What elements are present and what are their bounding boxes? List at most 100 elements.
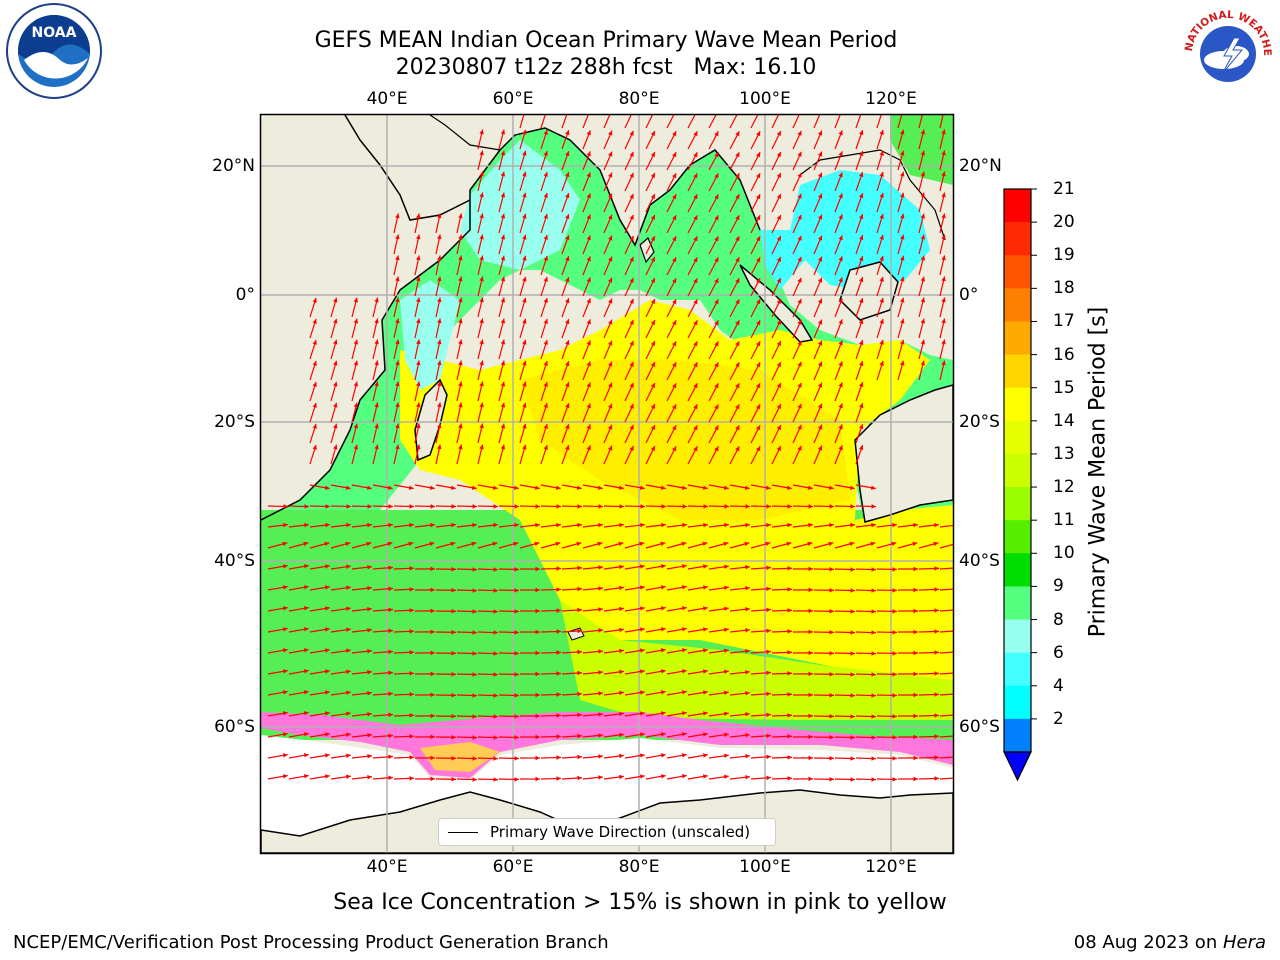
colorbar-segment — [1004, 718, 1031, 753]
wave-arrow — [351, 297, 359, 318]
colorbar-frame — [1003, 188, 1032, 753]
wave-arrow — [477, 297, 484, 318]
wave-arrow — [645, 522, 666, 528]
wave-arrow — [603, 256, 613, 276]
wave-arrow — [561, 522, 582, 528]
wave-arrow — [708, 690, 729, 696]
wave-arrow — [645, 256, 656, 276]
wave-arrow — [834, 256, 843, 276]
wave-arrow — [582, 733, 603, 738]
wave-arrow — [792, 115, 800, 129]
wave-arrow — [813, 609, 835, 614]
wave-arrow — [603, 115, 611, 129]
wave-arrow — [855, 672, 877, 677]
wave-arrow — [645, 193, 656, 213]
nws-logo: NATIONAL WEATHER SERVICE — [1178, 2, 1274, 97]
wave-arrow — [267, 504, 289, 509]
wave-arrow — [330, 423, 338, 444]
wave-arrow — [498, 693, 520, 698]
wave-arrow — [792, 650, 814, 656]
wave-arrow — [561, 423, 570, 444]
wave-arrow — [792, 298, 802, 318]
wave-arrow — [519, 587, 541, 593]
wave-arrow — [792, 608, 814, 614]
wave-arrow — [729, 383, 740, 402]
wave-arrow — [918, 192, 926, 213]
colorbar-title: Primary Wave Mean Period [s] — [1085, 306, 1111, 638]
wave-arrow — [435, 756, 457, 761]
wave-arrow — [834, 504, 856, 509]
wave-arrow — [435, 522, 456, 528]
left-lat-label: 60°S — [214, 717, 255, 737]
wave-arrow — [729, 691, 750, 696]
wave-arrow — [624, 298, 634, 318]
wave-arrow — [582, 403, 591, 423]
wave-arrow — [792, 382, 802, 402]
wave-arrow — [687, 173, 698, 192]
wave-arrow — [351, 586, 372, 591]
wave-arrow — [939, 651, 953, 654]
wave-arrow — [918, 297, 926, 318]
wave-arrow — [918, 339, 926, 360]
wave-arrow — [456, 714, 478, 719]
wave-arrow — [435, 609, 457, 614]
wave-arrow — [708, 194, 719, 213]
colorbar-segment — [1004, 685, 1031, 720]
wave-arrow — [729, 484, 750, 490]
wave-arrow — [813, 115, 821, 129]
wave-arrow — [561, 444, 570, 465]
legend-label: Primary Wave Direction (unscaled) — [490, 823, 751, 841]
left-lat-label: 20°S — [214, 412, 255, 432]
wave-arrow — [435, 777, 457, 782]
wave-arrow — [729, 446, 740, 465]
wave-arrow — [498, 213, 506, 234]
wave-arrow — [519, 423, 527, 444]
wave-arrow — [939, 735, 953, 738]
colorbar-segment — [1004, 520, 1031, 554]
wave-arrow — [792, 277, 802, 297]
wave-arrow — [771, 361, 782, 381]
wave-arrow — [456, 234, 463, 255]
wave-arrow — [603, 732, 624, 738]
wave-arrow — [666, 403, 677, 423]
wave-arrow — [288, 774, 309, 780]
wave-arrow — [939, 255, 946, 276]
wave-arrow — [645, 214, 656, 234]
wave-arrow — [456, 693, 478, 698]
wave-arrow — [813, 567, 835, 572]
wave-arrow — [456, 630, 478, 635]
wave-arrow — [288, 732, 309, 738]
wave-arrow — [729, 131, 740, 150]
colorbar-segment — [1004, 189, 1031, 223]
wave-arrow — [414, 444, 421, 465]
wave-arrow — [939, 714, 953, 717]
wave-arrow — [561, 339, 570, 360]
wave-arrow — [393, 213, 400, 234]
wave-arrow — [771, 151, 782, 171]
wave-direction-arrows — [267, 115, 953, 782]
wave-arrow — [708, 669, 729, 675]
wave-arrow — [414, 541, 435, 549]
wave-arrow — [813, 777, 835, 782]
wave-arrow — [729, 522, 750, 528]
wave-arrow — [435, 297, 442, 318]
wave-arrow — [876, 318, 884, 339]
wave-arrow — [876, 714, 898, 719]
wave-arrow — [687, 236, 698, 255]
wave-arrow — [855, 541, 876, 549]
wave-arrow — [393, 423, 400, 444]
wave-arrow — [855, 630, 877, 635]
wave-arrow — [771, 566, 793, 571]
colorbar-tick-label: 20 — [1053, 212, 1075, 233]
wave-arrow — [309, 522, 330, 528]
wave-arrow — [393, 339, 400, 360]
wave-arrow — [813, 714, 835, 719]
wave-arrow — [792, 403, 802, 423]
wave-arrow — [267, 606, 288, 612]
wave-arrow — [729, 341, 740, 360]
colorbar-tick-label: 11 — [1053, 510, 1075, 531]
wave-arrow — [603, 774, 624, 780]
colorbar-tick-label: 10 — [1053, 543, 1075, 564]
wave-arrow — [624, 277, 634, 297]
wave-arrow — [603, 541, 624, 549]
